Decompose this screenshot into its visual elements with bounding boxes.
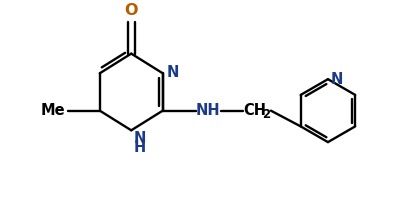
Text: NH: NH: [196, 103, 220, 118]
Text: N: N: [331, 72, 343, 87]
Text: Me: Me: [41, 103, 65, 118]
Text: CH: CH: [244, 103, 267, 118]
Text: H: H: [133, 140, 145, 155]
Text: 2: 2: [262, 108, 270, 121]
Text: O: O: [125, 3, 138, 18]
Text: N: N: [166, 65, 179, 80]
Text: N: N: [133, 131, 145, 146]
